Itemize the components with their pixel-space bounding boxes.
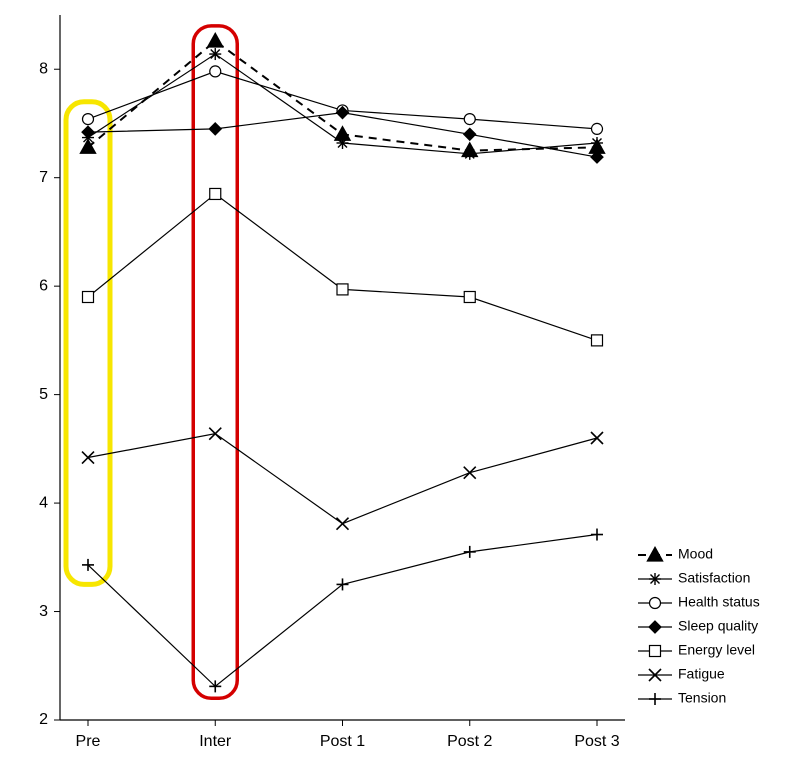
x-tick-label: Pre — [76, 733, 101, 750]
x-tick-label: Post 2 — [447, 733, 492, 750]
y-tick-label: 4 — [39, 494, 48, 511]
legend-label: Health status — [678, 594, 760, 610]
legend-item: Health status — [638, 594, 760, 610]
series-satisfaction — [82, 48, 603, 160]
line-chart: 2 3 4 5 6 7 8 Pre Inter Post 1 Post 2 Post 3 Mood Sat… — [0, 0, 804, 769]
y-tick-label: 7 — [39, 169, 48, 186]
series-health-status — [83, 66, 603, 134]
y-tick-label: 5 — [39, 386, 48, 403]
legend-item: Mood — [638, 546, 713, 562]
legend-label: Energy level — [678, 642, 755, 658]
legend-item: Tension — [638, 690, 726, 706]
legend-label: Tension — [678, 690, 726, 706]
legend-label: Satisfaction — [678, 570, 750, 586]
pre-highlight — [66, 102, 110, 585]
y-tick-label: 3 — [39, 603, 48, 620]
y-tick-label: 6 — [39, 277, 48, 294]
legend-item: Sleep quality — [638, 618, 758, 634]
chart-container: 2 3 4 5 6 7 8 Pre Inter Post 1 Post 2 Post 3 Mood Sat… — [0, 0, 804, 769]
legend-label: Mood — [678, 546, 713, 562]
legend-label: Sleep quality — [678, 618, 758, 634]
series-fatigue — [82, 428, 603, 530]
x-tick-label: Inter — [199, 733, 232, 750]
y-tick-label: 8 — [39, 60, 48, 77]
legend-item: Fatigue — [638, 666, 725, 682]
legend-label: Fatigue — [678, 666, 725, 682]
x-tick-label: Post 3 — [574, 733, 619, 750]
x-tick-label: Post 1 — [320, 733, 365, 750]
series-energy-level — [83, 188, 603, 345]
series-tension — [82, 529, 603, 693]
legend-item: Satisfaction — [638, 570, 750, 586]
y-tick-label: 2 — [39, 711, 48, 728]
legend-item: Energy level — [638, 642, 755, 658]
